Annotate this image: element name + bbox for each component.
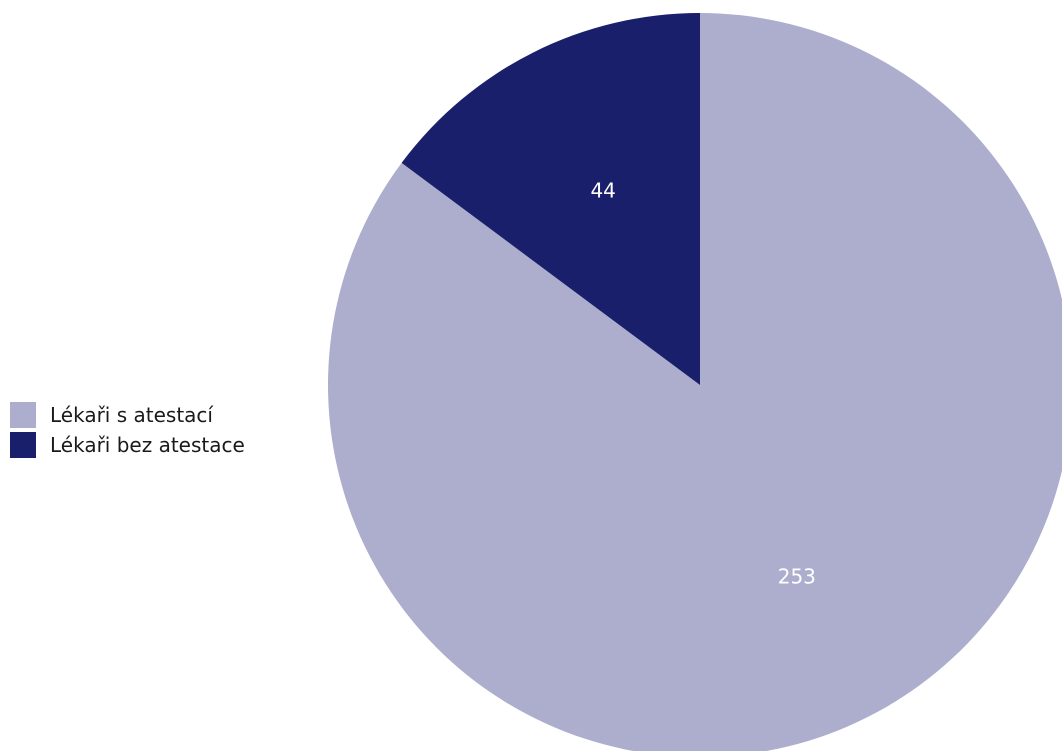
legend: Lékaři s atestací Lékaři bez atestace bbox=[10, 400, 245, 460]
legend-swatch-with-attestation bbox=[10, 402, 36, 428]
legend-item-with-attestation: Lékaři s atestací bbox=[10, 400, 245, 430]
legend-item-without-attestation: Lékaři bez atestace bbox=[10, 430, 245, 460]
legend-label-with-attestation: Lékaři s atestací bbox=[50, 403, 213, 427]
legend-label-without-attestation: Lékaři bez atestace bbox=[50, 433, 245, 457]
pie-slice-with-attestation bbox=[328, 13, 1062, 755]
pie-slice-without-attestation bbox=[401, 13, 700, 385]
data-label-without-attestation: 44 bbox=[590, 179, 615, 203]
data-label-with-attestation: 253 bbox=[778, 564, 816, 588]
legend-swatch-without-attestation bbox=[10, 432, 36, 458]
